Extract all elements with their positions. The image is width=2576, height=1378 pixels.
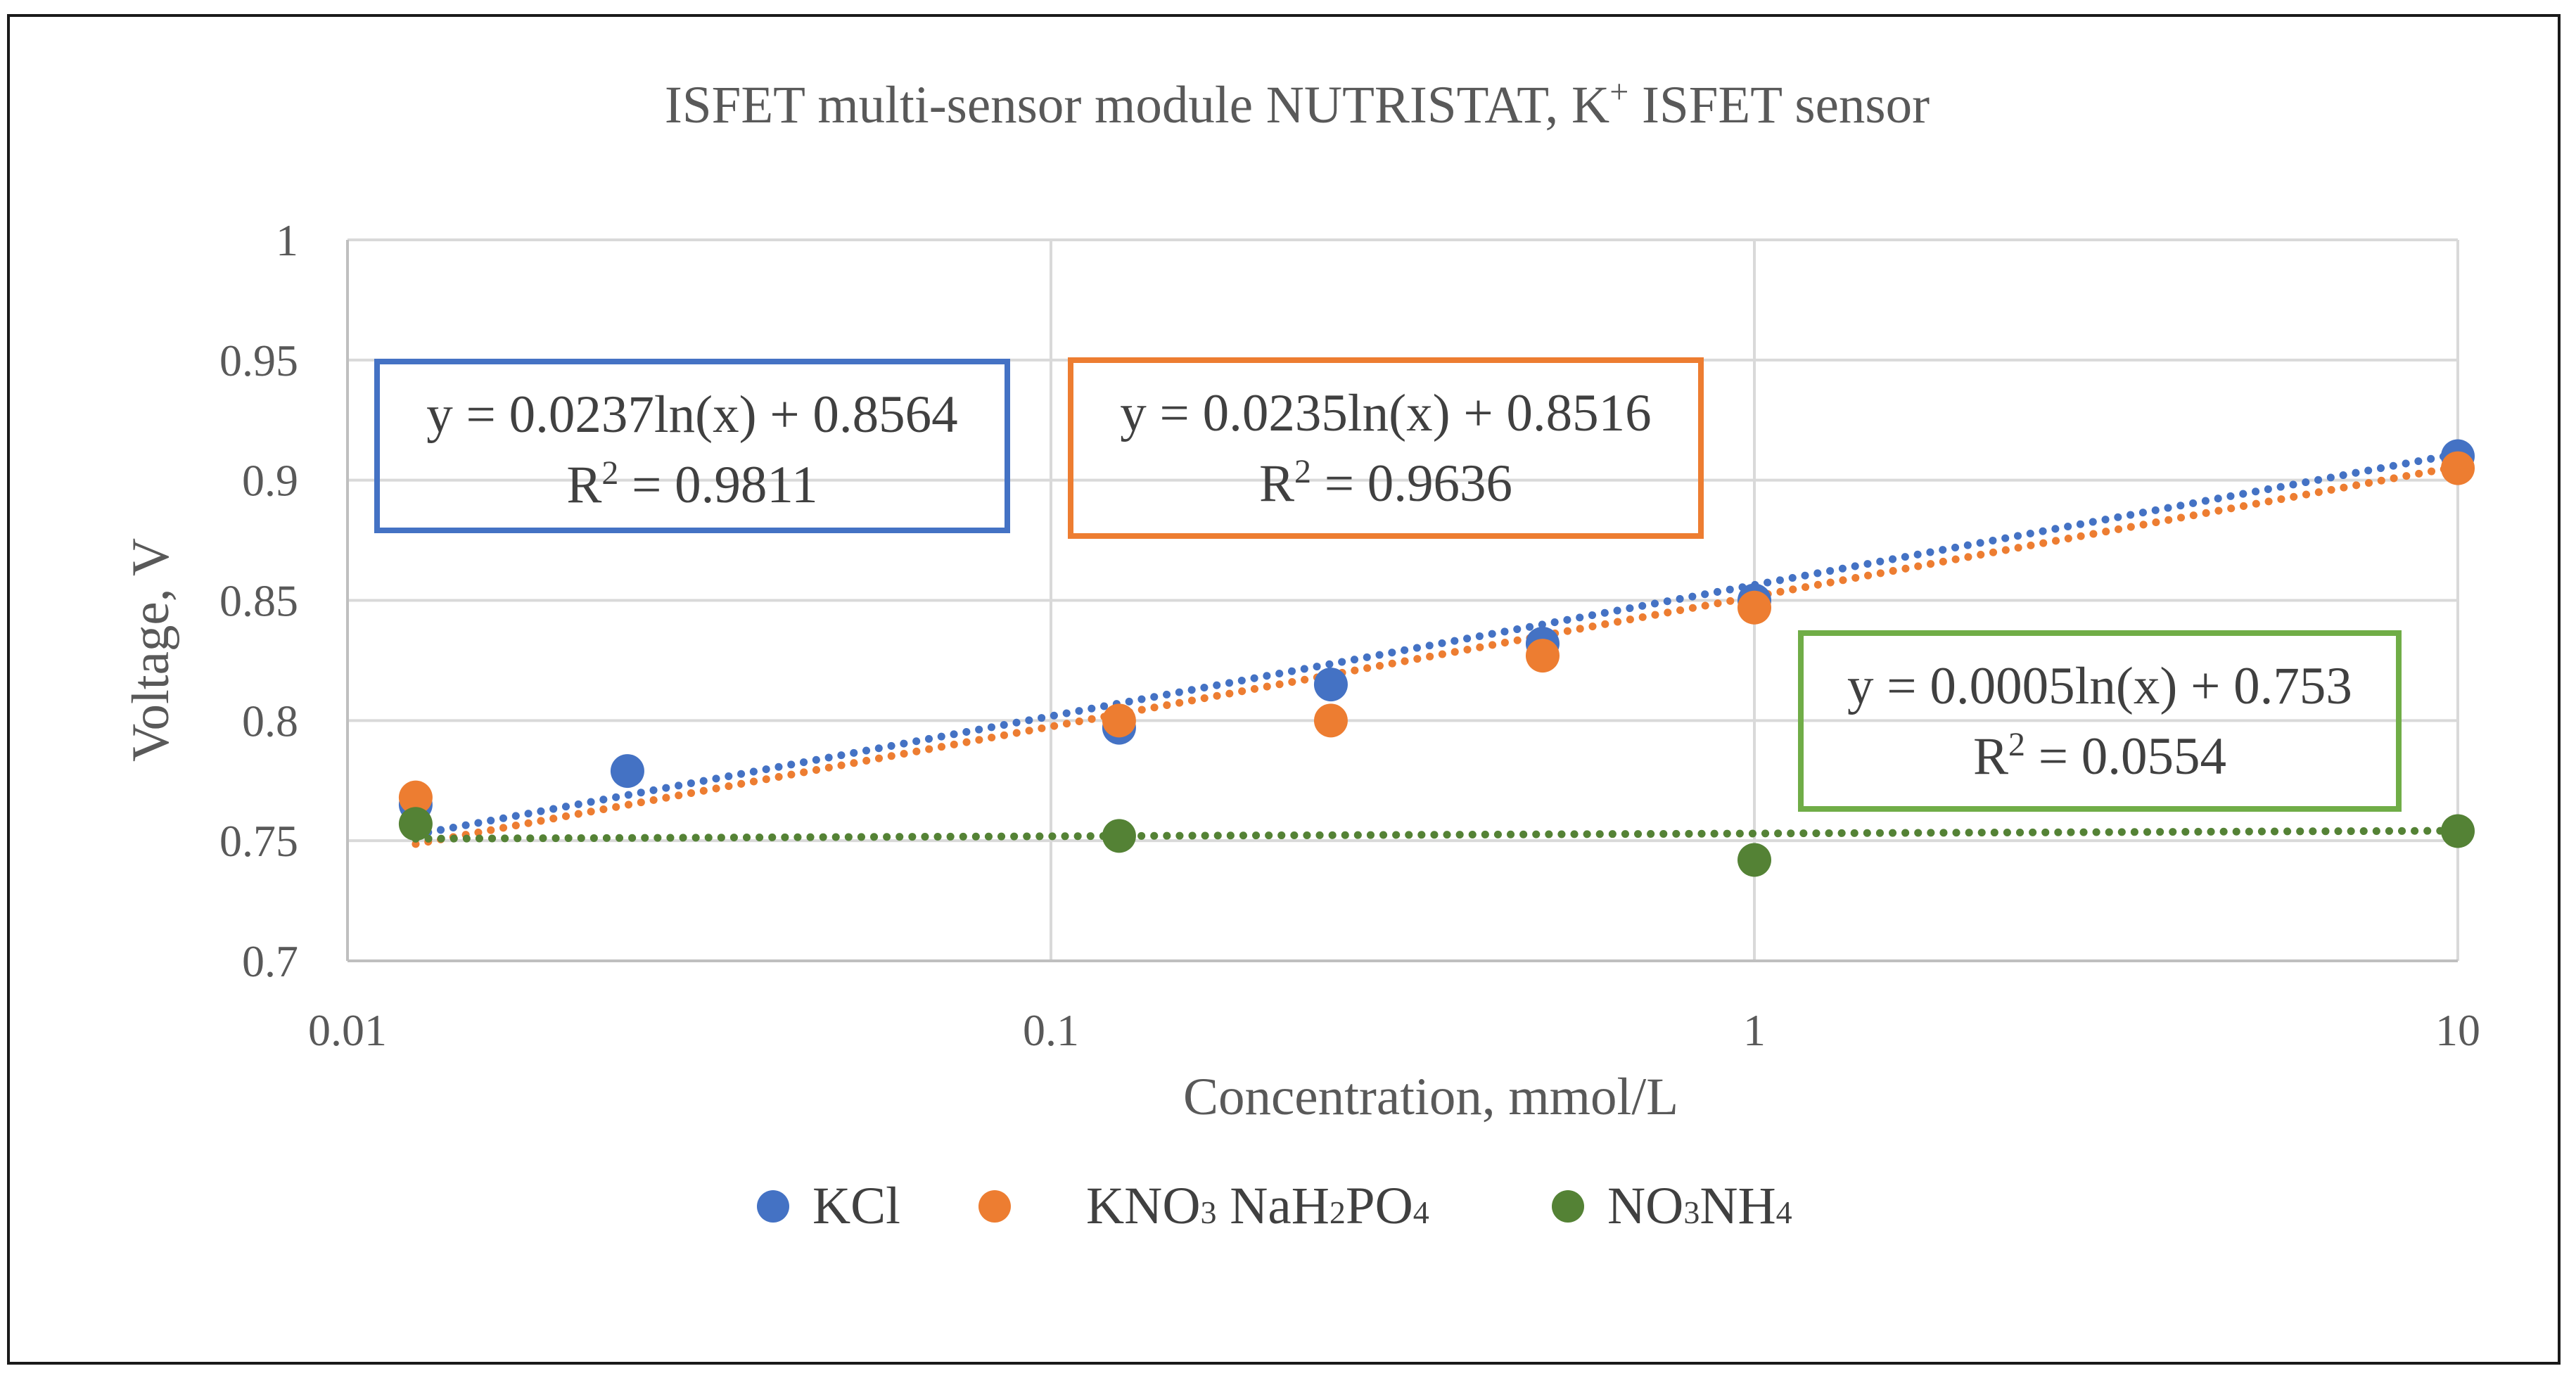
data-point-series-2 (1102, 703, 1136, 738)
legend-text-part: NH (1700, 1177, 1775, 1235)
trendline-r2-2: R2 = 0.9636 (1259, 453, 1512, 513)
r2-prefix: R (1259, 454, 1294, 513)
y-axis-title: Voltage, V (122, 538, 180, 762)
trendline-label-box-3 (1798, 630, 2402, 812)
point-layer (398, 439, 2475, 877)
trendline-1 (412, 449, 2462, 838)
y-tick-label: 0.85 (219, 576, 298, 626)
r2-value: = 0.9811 (618, 456, 817, 514)
data-point-series-3 (2441, 814, 2475, 848)
trendline-label-box-2 (1068, 357, 1704, 539)
grid-layer (347, 238, 2459, 962)
chart-title-superscript: + (1609, 73, 1628, 110)
trendline-label-box-1 (374, 359, 1010, 533)
legend-subscript: 3 (1683, 1194, 1700, 1230)
data-point-series-2 (1525, 639, 1560, 673)
x-tick-label: 10 (2435, 1005, 2480, 1055)
axis-layer: 0.7 0.75 0.8 0.85 0.9 0.95 1 0.01 0.1 1 10 (219, 215, 2480, 1055)
chart-title-suffix: ISFET sensor (1628, 76, 1930, 134)
trendline-r2-3: R2 = 0.0554 (1973, 726, 2226, 786)
trendline-2 (412, 462, 2462, 848)
data-point-series-2 (2441, 451, 2475, 485)
x-axis-title: Concentration, mmol/L (1183, 1068, 1678, 1126)
r2-value: = 0.9636 (1311, 454, 1512, 513)
legend: KCl KNO3 NaH2PO4 NO3NH4 (757, 1177, 1792, 1235)
trendline-r2-1: R2 = 0.9811 (566, 454, 817, 514)
chart-frame: 0.7 0.75 0.8 0.85 0.9 0.95 1 0.01 0.1 1 10 ISFET m… (7, 14, 2561, 1365)
legend-subscript: 4 (1776, 1194, 1792, 1230)
data-point-series-2 (398, 780, 433, 815)
y-tick-label: 0.7 (242, 936, 298, 986)
y-tick-label: 0.9 (242, 456, 298, 506)
r2-superscript: 2 (2008, 726, 2025, 763)
r2-superscript: 2 (601, 454, 618, 492)
trendline-equation-2: y = 0.0235ln(x) + 0.8516 (1120, 384, 1651, 442)
data-point-series-1 (1313, 668, 1348, 702)
legend-marker-3 (1552, 1190, 1584, 1223)
trendline-equation-1: y = 0.0237ln(x) + 0.8564 (426, 385, 957, 444)
data-point-series-3 (1737, 843, 1771, 877)
legend-text-part: KNO (1086, 1177, 1201, 1235)
legend-text-part: KCl (812, 1177, 900, 1235)
legend-subscript: 3 (1201, 1194, 1217, 1230)
trendline-3 (412, 827, 2462, 843)
y-tick-label: 1 (276, 215, 298, 265)
x-tick-label: 0.1 (1023, 1005, 1079, 1055)
legend-text-part: NO (1607, 1177, 1683, 1235)
data-point-series-1 (610, 754, 644, 789)
legend-subscript: 4 (1413, 1194, 1429, 1230)
y-tick-label: 0.95 (219, 336, 298, 385)
legend-text-part: PO (1346, 1177, 1413, 1235)
r2-prefix: R (1973, 727, 2008, 786)
x-tick-label: 0.01 (308, 1005, 387, 1055)
y-tick-label: 0.8 (242, 696, 298, 746)
legend-marker-1 (757, 1190, 789, 1223)
x-tick-label: 1 (1743, 1005, 1766, 1055)
trendline-layer (412, 449, 2462, 848)
y-tick-label: 0.75 (219, 816, 298, 866)
chart-title: ISFET multi-sensor module NUTRISTAT, K+ … (665, 73, 1930, 134)
data-point-series-2 (1737, 590, 1771, 625)
legend-subscript: 2 (1330, 1194, 1346, 1230)
legend-label-1: KCl (812, 1177, 900, 1235)
data-point-series-3 (398, 807, 433, 841)
chart-svg: 0.7 0.75 0.8 0.85 0.9 0.95 1 0.01 0.1 1 10 ISFET m… (122, 73, 2480, 1235)
legend-marker-2 (978, 1190, 1011, 1223)
data-point-series-3 (1102, 819, 1136, 853)
trendline-equation-3: y = 0.0005ln(x) + 0.753 (1847, 657, 2352, 715)
legend-text-part: NaH (1217, 1177, 1330, 1235)
r2-prefix: R (566, 456, 601, 514)
data-point-series-2 (1313, 703, 1348, 738)
legend-label-3: NO3NH4 (1607, 1177, 1792, 1235)
legend-label-2: KNO3 NaH2PO4 (1086, 1177, 1429, 1235)
r2-value: = 0.0554 (2025, 727, 2226, 786)
chart-title-main: ISFET multi-sensor module NUTRISTAT, K (665, 76, 1609, 134)
r2-superscript: 2 (1294, 453, 1311, 490)
